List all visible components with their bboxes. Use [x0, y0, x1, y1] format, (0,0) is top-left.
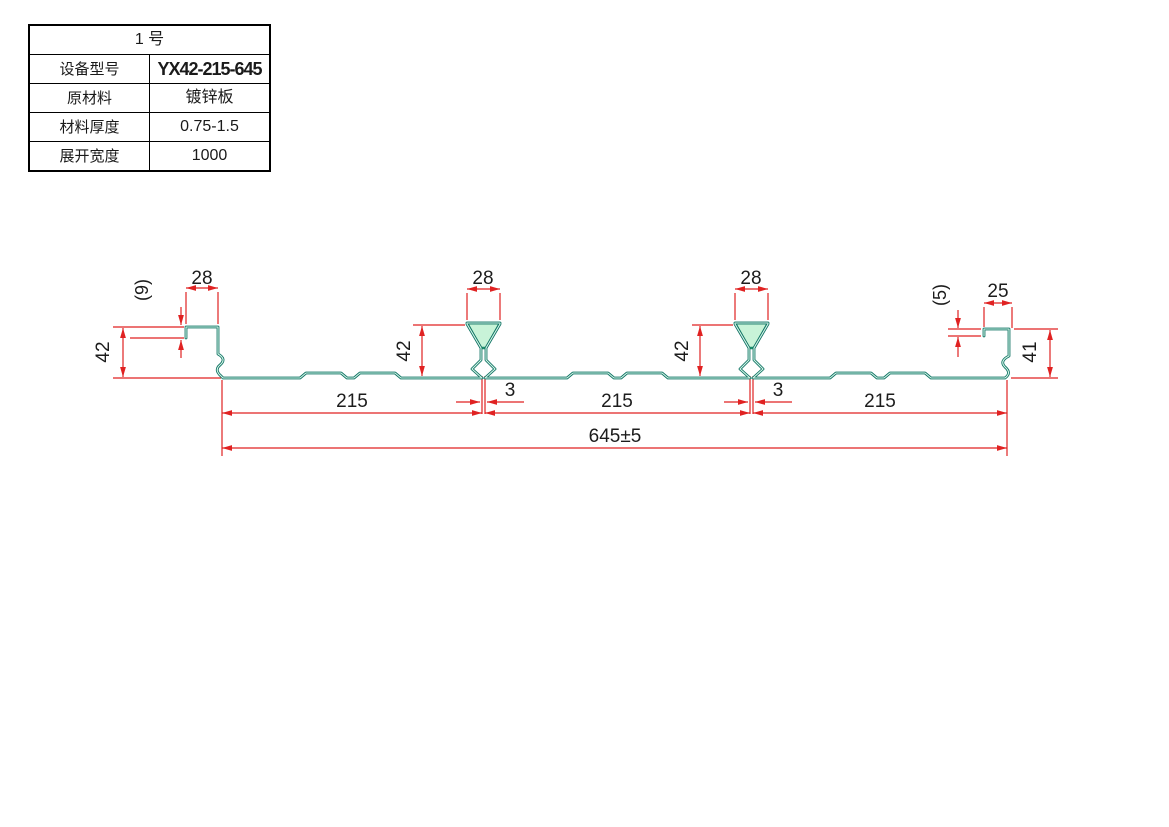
- spec-row-thickness: 材料厚度 0.75-1.5: [30, 112, 269, 141]
- dim-right-height: 41: [1020, 341, 1041, 362]
- dim-rib2-height: 42: [672, 340, 693, 361]
- spec-label-material: 原材料: [30, 84, 150, 112]
- spec-label-model: 设备型号: [30, 55, 150, 83]
- dim-right-lip: (5): [930, 284, 950, 306]
- profile-sheet-path: [184, 321, 1011, 380]
- dim-right-top-width: 25: [987, 281, 1008, 302]
- profile-section: [184, 321, 1011, 380]
- dim-rib1-height: 42: [394, 340, 415, 361]
- spec-value-thickness: 0.75-1.5: [180, 118, 239, 135]
- dimension-lines-rib2: [692, 286, 792, 414]
- dimension-texts: (9) 28 42 28 42 3 28 42 3 (5) 25 41 215 …: [93, 268, 1041, 447]
- spec-table: 1 号 设备型号 YX42-215-645 原材料 镀锌板 材料厚度 0.75-…: [28, 24, 271, 172]
- dim-left-top-width: 28: [191, 268, 212, 289]
- dim-rib2-top-width: 28: [740, 268, 761, 289]
- dim-rib2-gap: 3: [773, 380, 784, 401]
- dimension-lines-left: [113, 285, 221, 379]
- rib1-bowl: [465, 321, 502, 350]
- dim-pitch-2: 215: [601, 391, 633, 412]
- dimension-lines-rib1: [413, 286, 524, 414]
- dim-left-lip: (9): [132, 279, 152, 301]
- rib2-bowl: [733, 321, 770, 350]
- dim-rib1-top-width: 28: [472, 268, 493, 289]
- spec-value-model: YX42-215-645: [157, 59, 262, 79]
- profile-sheet-highlight: [185, 322, 1010, 379]
- dim-pitch-1: 215: [336, 391, 368, 412]
- spec-row-material: 原材料 镀锌板: [30, 83, 269, 112]
- dimension-lines-right: [948, 300, 1058, 379]
- spec-row-width: 展开宽度 1000: [30, 141, 269, 170]
- dim-rib1-gap: 3: [505, 380, 516, 401]
- spec-table-header-row: 1 号: [30, 26, 269, 54]
- dim-pitch-3: 215: [864, 391, 896, 412]
- spec-table-title: 1 号: [134, 31, 165, 48]
- spec-row-model: 设备型号 YX42-215-645: [30, 54, 269, 83]
- spec-label-width: 展开宽度: [30, 142, 150, 170]
- dimension-lines-bottom: [221, 380, 1008, 456]
- spec-value-material: 镀锌板: [185, 89, 234, 106]
- spec-label-thickness: 材料厚度: [30, 113, 150, 141]
- dim-left-height: 42: [93, 341, 114, 362]
- spec-value-width: 1000: [191, 147, 228, 164]
- dim-overall-width: 645±5: [589, 426, 642, 447]
